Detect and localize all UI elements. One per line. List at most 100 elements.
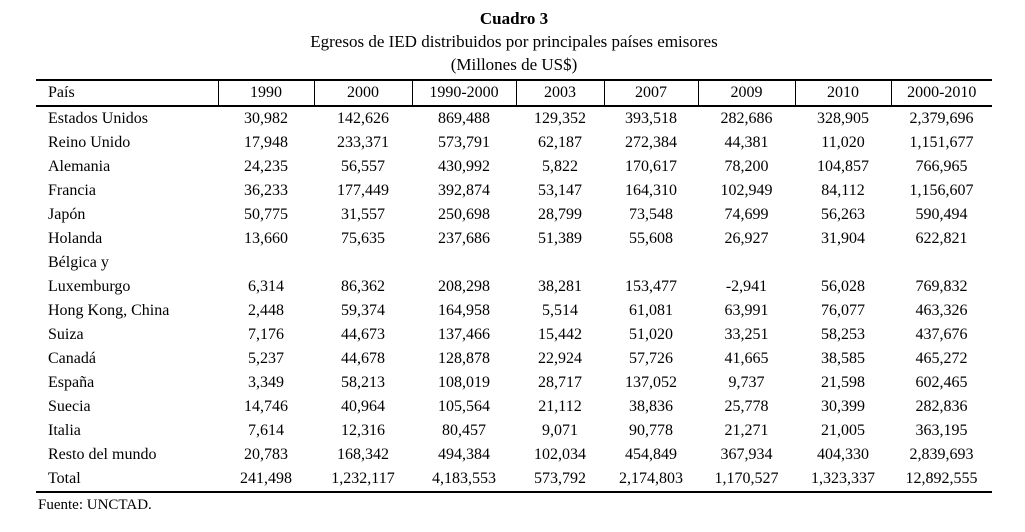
value-cell: 573,792: [516, 467, 604, 493]
value-cell: 392,874: [438, 182, 490, 199]
value-cell: 2,174,803: [604, 467, 698, 493]
value-cell: 622,821: [915, 230, 968, 247]
table-row: España 3,349 58,213 108,019 28,717 137,052 9,7…: [36, 371, 992, 395]
value-cell: 31,904: [821, 230, 865, 247]
ied-egresos-table: País 1990 2000 1990-2000 2003 2007 2009 2010 200…: [36, 79, 992, 493]
value-cell: 58,213: [341, 374, 385, 391]
value-cell: 769,832: [915, 278, 968, 295]
value-cell: 33,251: [724, 326, 769, 343]
value-cell: 41,665: [724, 350, 769, 367]
value-cell: 31,557: [341, 206, 385, 223]
country-cell: Suecia: [48, 398, 91, 415]
country-cell: Canadá: [48, 350, 96, 367]
value-cell: 28,799: [538, 206, 582, 223]
value-cell: 393,518: [625, 110, 677, 127]
value-cell: 38,281: [538, 278, 582, 295]
table-row: Suecia 14,746 40,964 105,564 21,112 38,836 25,…: [36, 395, 992, 419]
value-cell: 2,839,693: [909, 446, 974, 463]
value-cell: 9,737: [728, 374, 765, 391]
value-cell: 28,717: [538, 374, 582, 391]
value-cell: 233,371: [337, 134, 389, 151]
value-cell: 237,686: [438, 230, 490, 247]
value-cell: 602,465: [915, 374, 968, 391]
value-cell: 177,449: [337, 182, 389, 199]
table-unit-note: (Millones de US$): [450, 55, 578, 74]
table-row: Estados Unidos 30,982 142,626 869,488 129,35…: [36, 106, 992, 131]
value-cell: 573,791: [438, 134, 490, 151]
column-header: 2003: [515, 80, 604, 107]
value-cell: 74,699: [724, 206, 769, 223]
value-cell: 15,442: [538, 326, 582, 343]
column-header: 2000: [313, 80, 412, 107]
value-cell: 272,384: [625, 134, 677, 151]
value-cell: 367,934: [720, 446, 773, 463]
value-cell: 59,374: [341, 302, 385, 319]
value-cell: 80,457: [442, 422, 486, 439]
value-cell: 1,156,607: [909, 182, 974, 199]
value-cell: 2,448: [248, 302, 284, 319]
table-row: Holanda 13,660 75,635 237,686 51,389 55,608 26…: [36, 227, 992, 251]
value-cell: 56,557: [341, 158, 385, 175]
value-cell: 129,352: [534, 110, 586, 127]
value-cell: 430,992: [438, 158, 490, 175]
country-cell: Italia: [48, 422, 81, 439]
table-row: Reino Unido 17,948 233,371 573,791 62,187 272…: [36, 131, 992, 155]
value-cell: 58,253: [821, 326, 865, 343]
value-cell: 51,389: [538, 230, 582, 247]
value-cell: 24,235: [244, 158, 288, 175]
value-cell: 44,678: [341, 350, 385, 367]
value-cell: 75,635: [341, 230, 385, 247]
value-cell: 102,034: [534, 446, 586, 463]
table-row: Italia 7,614 12,316 80,457 9,071 90,778 21,271…: [36, 419, 992, 443]
value-cell: 363,195: [915, 422, 968, 439]
column-header: 1990-2000: [411, 80, 516, 107]
value-cell: 22,924: [538, 350, 582, 367]
value-cell: 241,498: [218, 467, 314, 493]
value-cell: 590,494: [915, 206, 968, 223]
table-row: Suiza 7,176 44,673 137,466 15,442 51,020 33,25…: [36, 323, 992, 347]
table-row: Japón 50,775 31,557 250,698 28,799 73,548 74,6…: [36, 203, 992, 227]
country-cell: Japón: [48, 206, 86, 223]
value-cell: 17,948: [244, 134, 288, 151]
value-cell: 869,488: [438, 110, 490, 127]
header-row: País 1990 2000 1990-2000 2003 2007 2009 2010 200…: [36, 80, 992, 107]
country-cell: Bélgica y Luxemburgo: [48, 254, 131, 295]
value-cell: 57,726: [629, 350, 673, 367]
value-cell: 766,965: [915, 158, 968, 175]
value-cell: 404,330: [817, 446, 869, 463]
value-cell: 62,187: [538, 134, 582, 151]
value-cell: 142,626: [337, 110, 389, 127]
value-cell: 170,617: [625, 158, 677, 175]
value-cell: 1,151,677: [909, 134, 974, 151]
value-cell: 44,673: [341, 326, 385, 343]
source-note: Fuente: UNCTAD.: [38, 497, 152, 513]
country-cell: Alemania: [48, 158, 111, 175]
value-cell: 164,310: [625, 182, 677, 199]
value-cell: 282,836: [915, 398, 968, 415]
value-cell: 250,698: [438, 206, 490, 223]
value-cell: 44,381: [724, 134, 769, 151]
value-cell: 55,608: [629, 230, 673, 247]
value-cell: 105,564: [438, 398, 490, 415]
value-cell: 21,271: [724, 422, 769, 439]
value-cell: 2,379,696: [909, 110, 974, 127]
value-cell: 25,778: [724, 398, 769, 415]
column-header: 2010: [794, 80, 891, 107]
value-cell: 78,200: [724, 158, 769, 175]
value-cell: 20,783: [244, 446, 288, 463]
value-cell: 13,660: [244, 230, 288, 247]
country-cell: España: [48, 374, 95, 391]
value-cell: 63,991: [724, 302, 769, 319]
value-cell: 128,878: [438, 350, 490, 367]
value-cell: 56,028: [821, 278, 865, 295]
value-cell: 51,020: [629, 326, 673, 343]
value-cell: 1,170,527: [698, 467, 795, 493]
value-cell: 5,822: [542, 158, 578, 175]
column-header: 2000-2010: [890, 80, 992, 107]
column-header: 1990: [217, 80, 314, 107]
value-cell: 137,052: [625, 374, 677, 391]
value-cell: 12,892,555: [891, 467, 992, 493]
value-cell: 282,686: [720, 110, 773, 127]
value-cell: 494,384: [438, 446, 490, 463]
